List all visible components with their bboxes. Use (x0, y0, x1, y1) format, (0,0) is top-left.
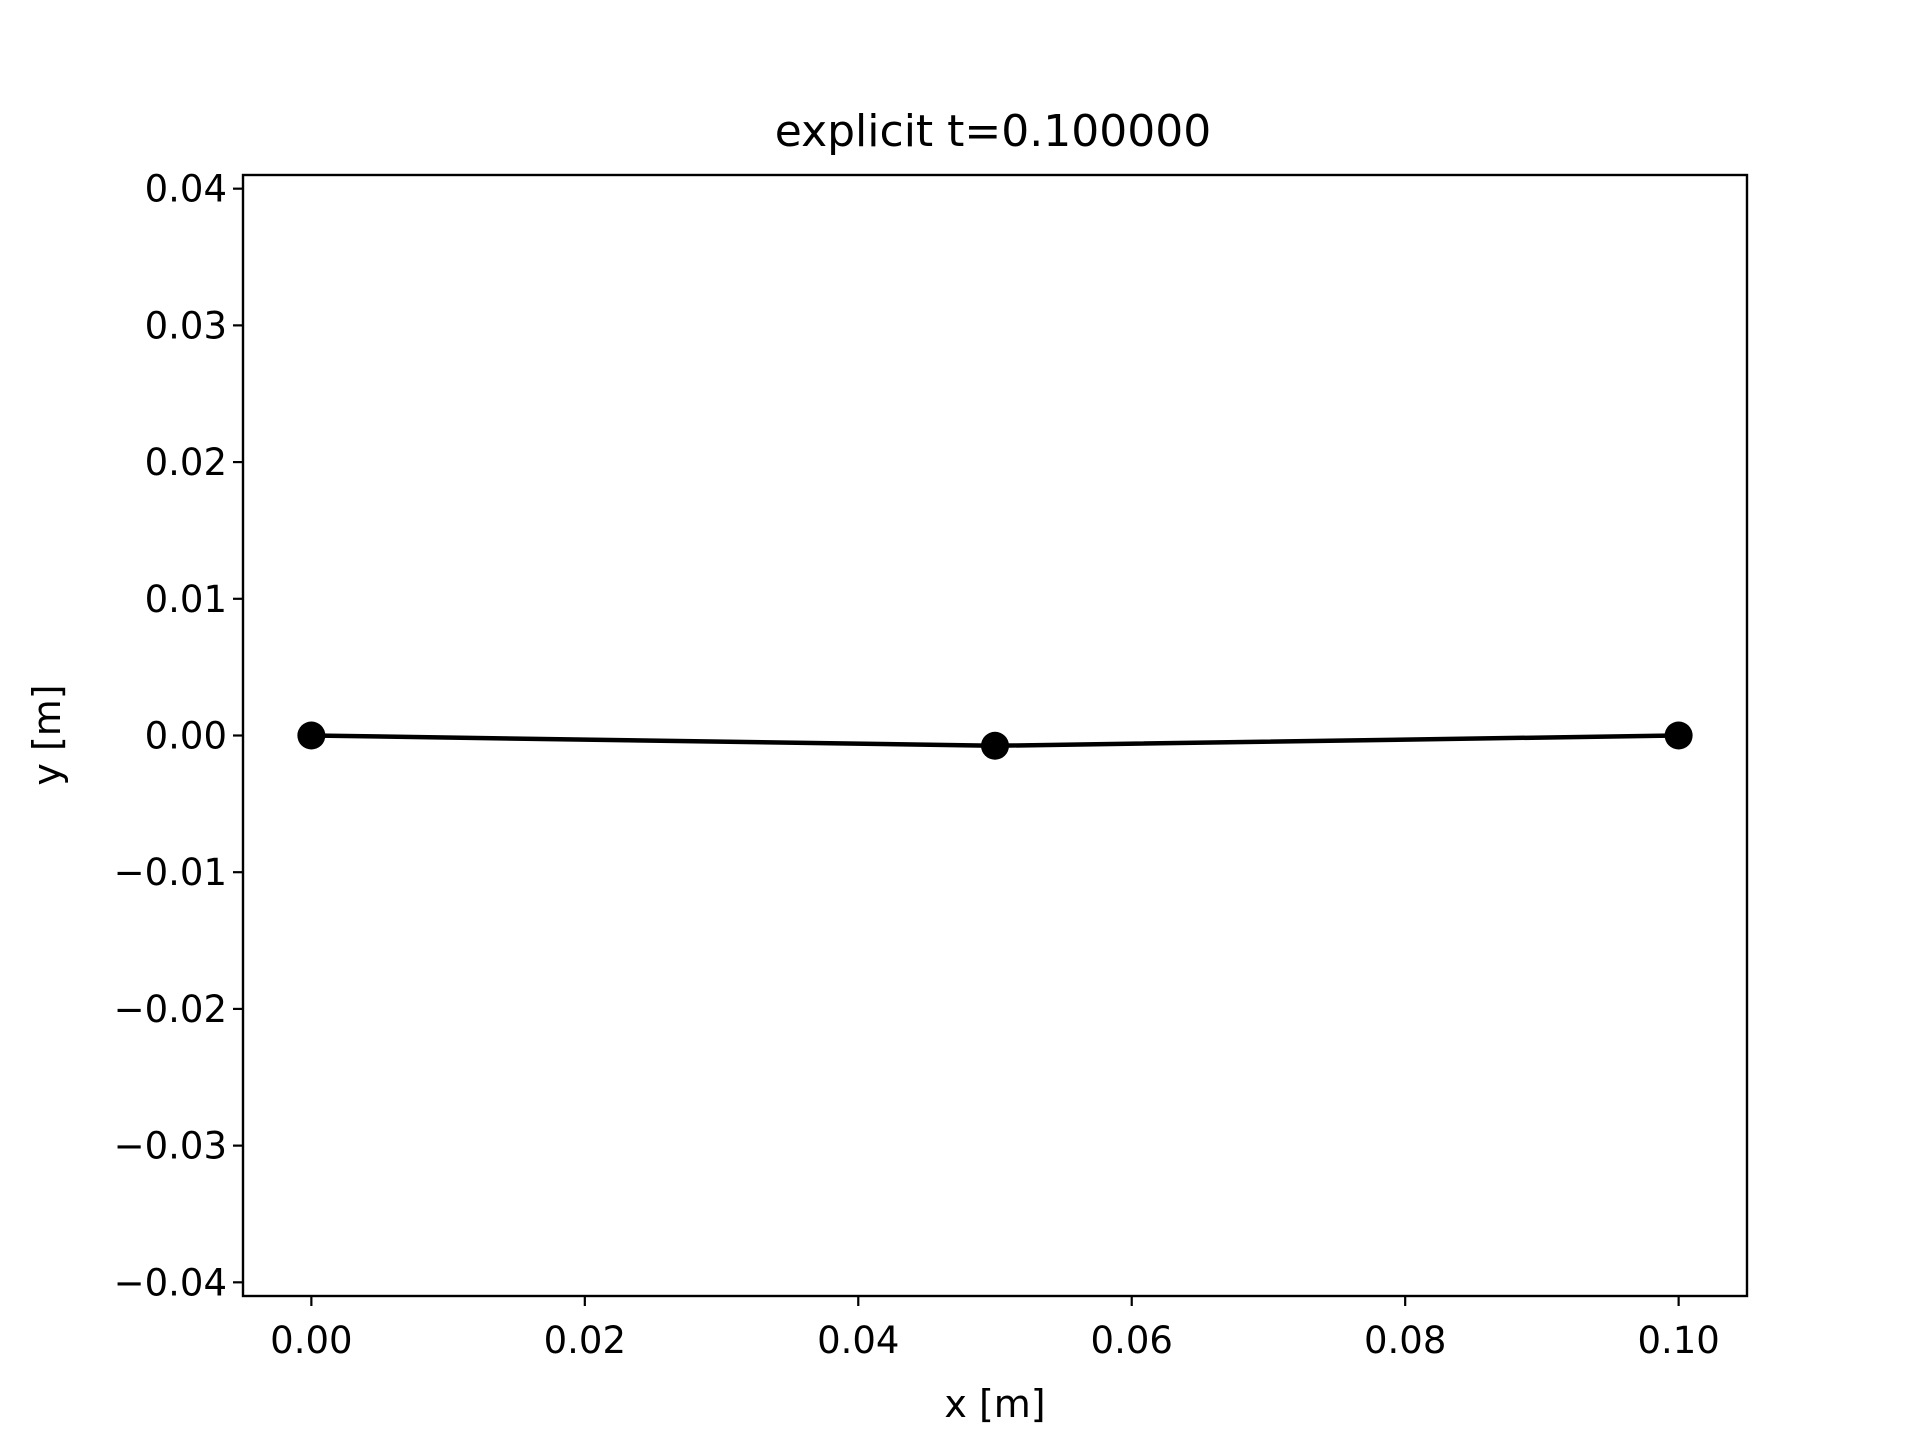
data-point (297, 721, 326, 750)
y-tick-label: 0.03 (145, 304, 227, 347)
axes-frame (241, 173, 1749, 1298)
y-tick-label: 0.00 (145, 715, 227, 758)
x-tick-label: 0.10 (1637, 1319, 1719, 1362)
y-tick-label: −0.01 (114, 851, 227, 894)
plot-area (297, 721, 1693, 760)
y-tick-group: 0.04 0.03 0.02 0.01 0.00 −0.01 −0.02 −0.03 −0.04 (114, 168, 243, 1304)
data-point (1664, 721, 1693, 750)
y-tick-label: 0.02 (145, 441, 227, 484)
y-tick-label: −0.03 (114, 1125, 227, 1168)
x-tick-label: 0.02 (544, 1319, 626, 1362)
x-tick-label: 0.00 (270, 1319, 352, 1362)
y-tick-label: −0.04 (114, 1261, 227, 1304)
y-tick-label: 0.01 (145, 578, 227, 621)
y-axis-label: y [m] (25, 684, 69, 785)
x-tick-label: 0.08 (1364, 1319, 1446, 1362)
data-point (981, 731, 1009, 760)
x-tick-group: 0.00 0.02 0.04 0.06 0.08 0.10 (270, 1296, 1720, 1362)
y-tick-label: −0.02 (114, 988, 227, 1031)
x-tick-label: 0.04 (817, 1319, 899, 1362)
y-tick-label: 0.04 (145, 168, 227, 211)
x-tick-label: 0.06 (1091, 1319, 1173, 1362)
chart-title: explicit t=0.100000 (775, 106, 1211, 157)
x-axis-label: x [m] (944, 1382, 1045, 1426)
